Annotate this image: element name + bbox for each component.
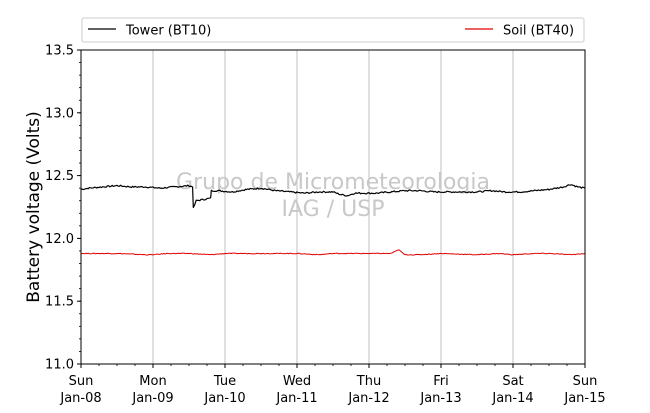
legend-box xyxy=(81,17,585,43)
legend: Tower (BT10) Soil (BT40) xyxy=(81,17,585,43)
watermark-line-2: IAG / USP xyxy=(282,197,385,222)
x-tick-label-date: Jan-14 xyxy=(491,391,533,406)
legend-label-tower: Tower (BT10) xyxy=(125,24,211,39)
x-tick-label-date: Jan-10 xyxy=(203,391,245,406)
y-tick-label: 12.0 xyxy=(45,232,74,247)
x-tick-label-day: Thu xyxy=(356,374,381,389)
x-tick-label-date: Jan-09 xyxy=(131,391,173,406)
x-tick-label-date: Jan-12 xyxy=(347,391,389,406)
grid-layer xyxy=(152,50,514,364)
x-tick-label-day: Fri xyxy=(433,374,449,389)
series-line-soil xyxy=(80,249,586,256)
y-tick-label: 12.5 xyxy=(45,169,74,184)
watermark-line-1: Grupo de Micrometeorologia xyxy=(176,170,490,195)
y-tick-label: 13.5 xyxy=(45,44,74,59)
x-tick-label-date: Jan-13 xyxy=(419,391,461,406)
watermark: Grupo de Micrometeorologia IAG / USP xyxy=(176,170,490,222)
y-tick-label: 13.0 xyxy=(45,106,74,121)
axis-layer: Sun Jan-08 Mon Jan-09 Tue Jan-10 Wed Jan-11 Thu J… xyxy=(45,44,606,407)
x-tick-label-day: Sat xyxy=(502,374,523,389)
x-tick-label-date: Jan-15 xyxy=(563,391,605,406)
legend-label-soil: Soil (BT40) xyxy=(503,24,574,39)
series-line-tower xyxy=(80,184,586,209)
x-tick-label-day: Mon xyxy=(139,374,166,389)
x-tick-label-day: Sun xyxy=(69,374,94,389)
y-tick-label: 11.0 xyxy=(45,358,74,373)
y-axis-label: Battery voltage (Volts) xyxy=(24,111,44,302)
x-tick-label-day: Sun xyxy=(573,374,598,389)
x-tick-label-date: Jan-08 xyxy=(59,391,101,406)
x-tick-label-day: Tue xyxy=(213,374,236,389)
x-tick-label-date: Jan-11 xyxy=(275,391,317,406)
x-tick-label-day: Wed xyxy=(283,374,311,389)
series-layer xyxy=(80,184,586,256)
y-tick-label: 11.5 xyxy=(45,295,74,310)
